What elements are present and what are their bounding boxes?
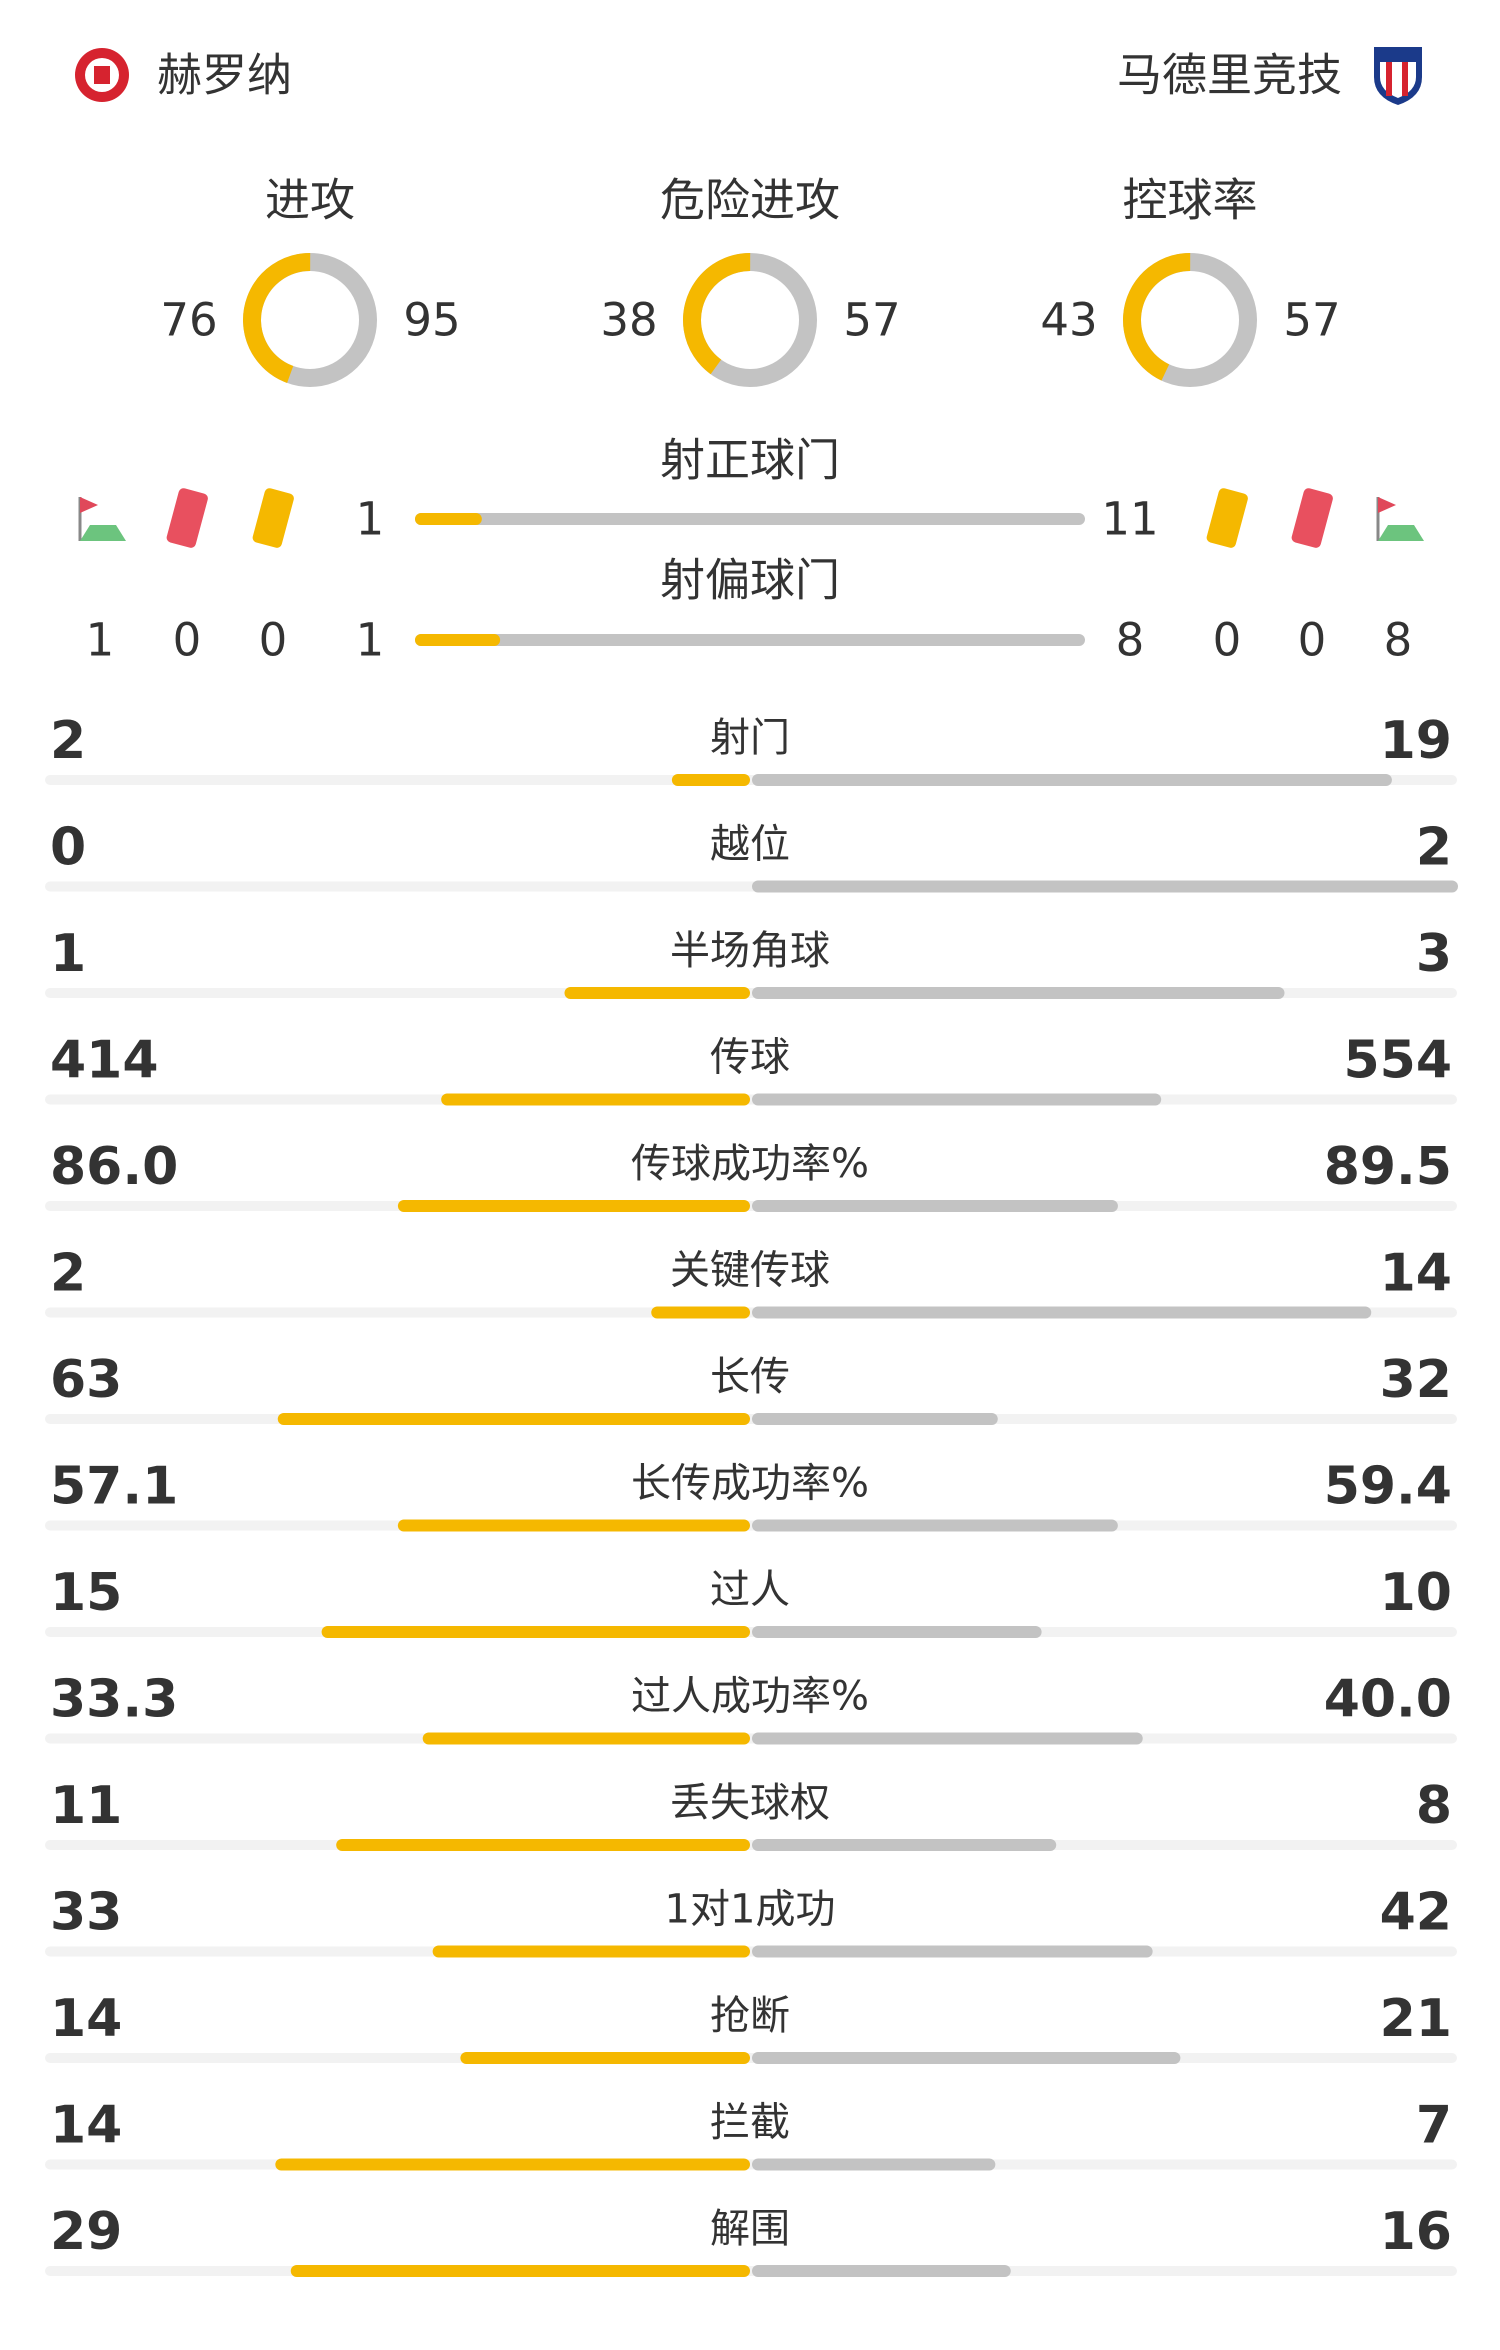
away-value: 2 [1416, 818, 1452, 878]
away-value: 40.0 [1324, 1670, 1452, 1730]
home-value: 1 [50, 924, 86, 984]
away-value: 59.4 [1324, 1457, 1452, 1517]
away-value: 10 [1380, 1563, 1452, 1623]
stat-label: 抢断 [710, 1993, 790, 2039]
away-value: 3 [1416, 924, 1452, 984]
away-value: 19 [1380, 711, 1452, 771]
away-value: 89.5 [1324, 1137, 1452, 1197]
stat-label: 传球成功率% [631, 1141, 869, 1187]
away-value: 8 [1116, 614, 1145, 667]
donut-label: 进攻 [265, 174, 355, 227]
home-value: 76 [160, 294, 217, 347]
away-value: 57 [843, 294, 900, 347]
card-count: 8 [1384, 614, 1413, 667]
card-count: 0 [173, 614, 202, 667]
home-value: 2 [50, 711, 86, 771]
card-count: 0 [259, 614, 288, 667]
home-value: 38 [600, 294, 657, 347]
home-value: 33 [50, 1883, 122, 1943]
home-logo [75, 48, 129, 102]
away-value: 95 [403, 294, 460, 347]
away-value: 57 [1283, 294, 1340, 347]
home-value: 29 [50, 2202, 122, 2262]
stat-label: 解围 [710, 2206, 790, 2252]
card-icons [78, 488, 1424, 548]
home-team-name: 赫罗纳 [157, 49, 292, 102]
home-value: 63 [50, 1350, 122, 1410]
away-value: 14 [1380, 1244, 1452, 1304]
shots-label: 射正球门 [660, 434, 840, 487]
away-value: 16 [1380, 2202, 1452, 2262]
stat-label: 半场角球 [670, 928, 830, 974]
home-value: 43 [1040, 294, 1097, 347]
donut-home-arc [1123, 253, 1257, 387]
away-value: 32 [1380, 1350, 1452, 1410]
card-count: 1 [86, 614, 115, 667]
stat-label: 传球 [710, 1035, 790, 1081]
home-value: 0 [50, 818, 86, 878]
stat-label: 1对1成功 [665, 1887, 836, 1933]
stat-label: 越位 [710, 822, 790, 868]
donut-home-arc [242, 253, 377, 387]
home-value: 14 [50, 1989, 122, 2049]
home-value: 1 [356, 493, 385, 546]
stat-label: 过人成功率% [631, 1674, 869, 1720]
donut-label: 控球率 [1122, 174, 1257, 227]
away-value: 11 [1101, 493, 1158, 546]
donut-home-arc [683, 253, 817, 387]
stat-label: 丢失球权 [670, 1780, 830, 1826]
away-value: 8 [1416, 1776, 1452, 1836]
away-logo [1374, 47, 1422, 105]
home-value: 86.0 [50, 1137, 178, 1197]
away-value: 554 [1343, 1031, 1452, 1091]
donut-label: 危险进攻 [660, 174, 840, 227]
home-value: 11 [50, 1776, 122, 1836]
stat-label: 长传成功率% [631, 1461, 869, 1507]
away-value: 7 [1416, 2096, 1452, 2156]
away-value: 42 [1380, 1883, 1452, 1943]
stat-label: 长传 [710, 1354, 790, 1400]
stat-label: 射门 [710, 715, 790, 761]
stat-label: 过人 [710, 1567, 790, 1613]
shots-label: 射偏球门 [660, 554, 840, 607]
stat-label: 关键传球 [670, 1248, 830, 1294]
home-value: 414 [50, 1031, 159, 1091]
away-value: 21 [1380, 1989, 1452, 2049]
home-value: 2 [50, 1244, 86, 1304]
home-value: 14 [50, 2096, 122, 2156]
home-value: 15 [50, 1563, 122, 1623]
stat-label: 拦截 [710, 2100, 790, 2146]
away-team-name: 马德里竞技 [1117, 49, 1342, 102]
card-count: 0 [1298, 614, 1327, 667]
home-value: 57.1 [50, 1457, 178, 1517]
home-value: 1 [356, 614, 385, 667]
card-count: 0 [1213, 614, 1242, 667]
home-value: 33.3 [50, 1670, 178, 1730]
